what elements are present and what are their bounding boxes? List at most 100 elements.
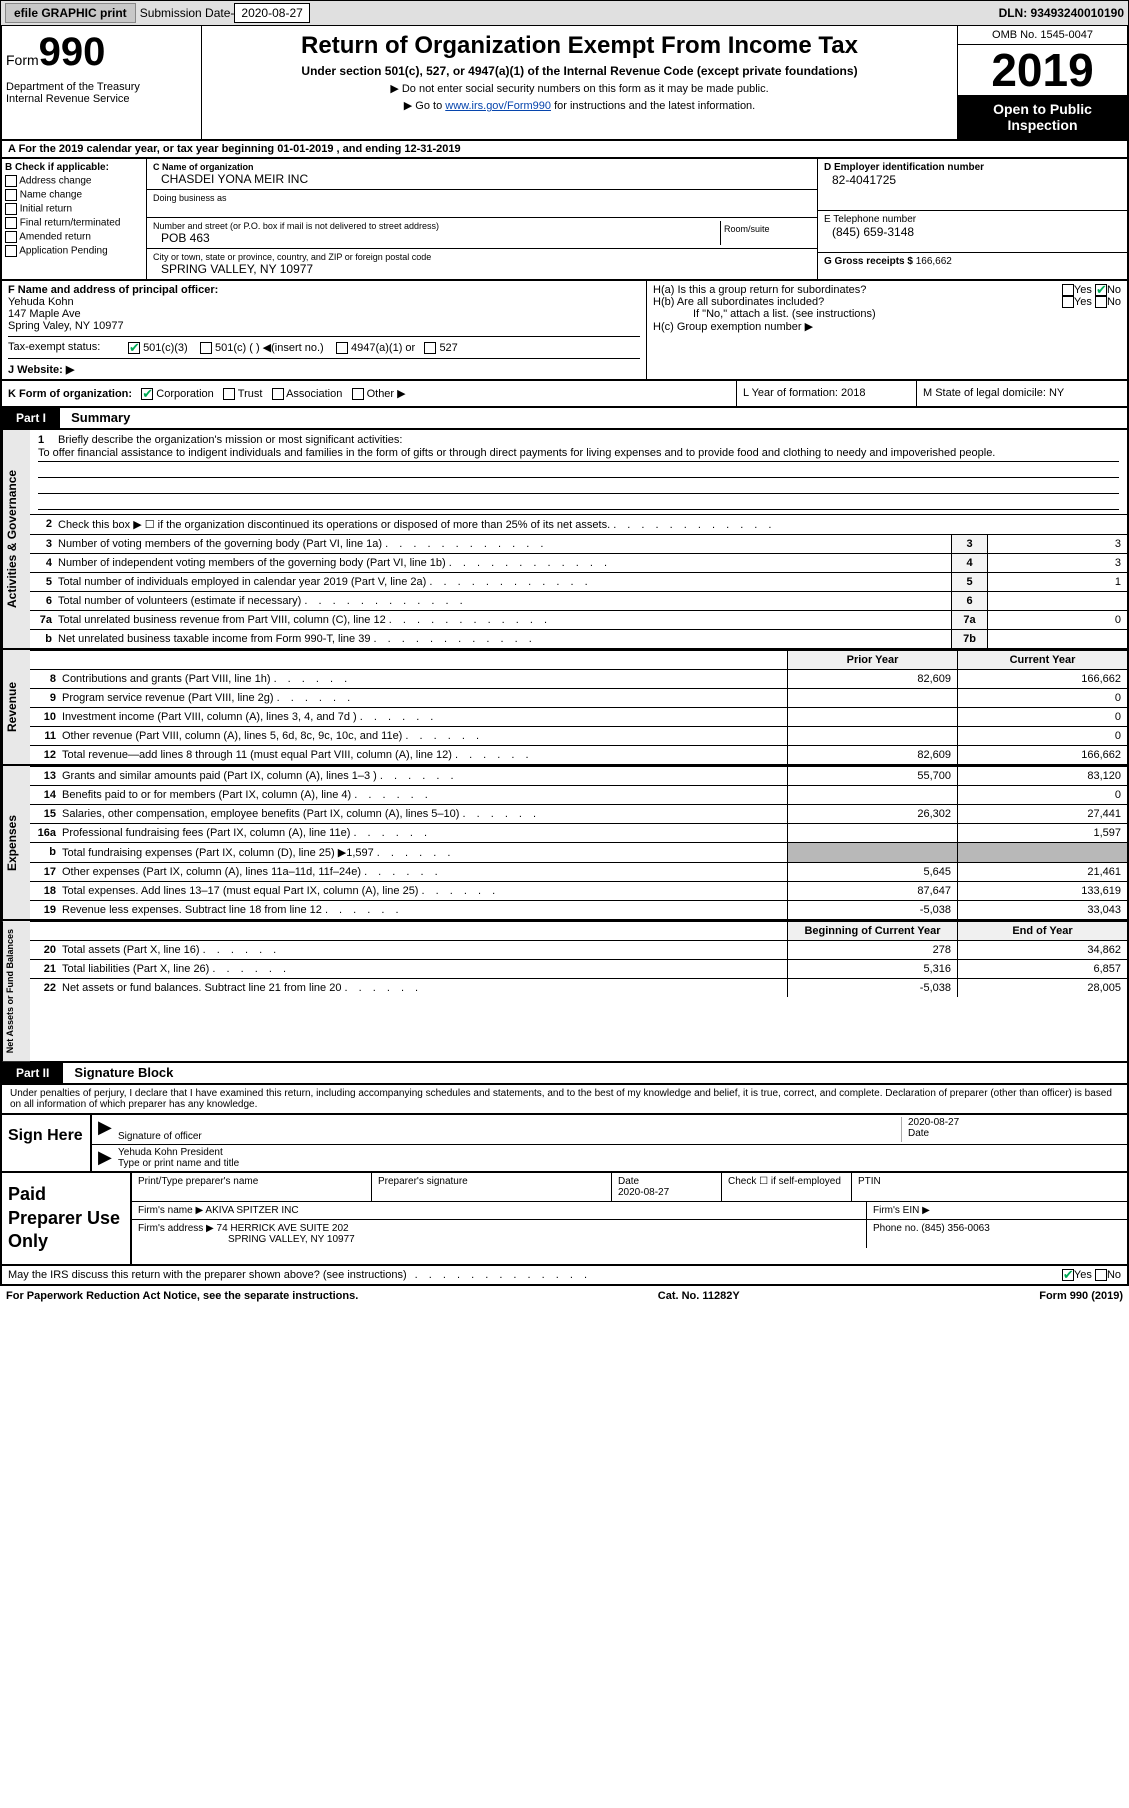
discuss-yes[interactable]: [1062, 1269, 1074, 1281]
firm-addr1: 74 HERRICK AVE SUITE 202: [217, 1223, 349, 1234]
data-row: 21Total liabilities (Part X, line 26) . …: [30, 959, 1127, 978]
cb-4947[interactable]: [336, 342, 348, 354]
org-name: CHASDEI YONA MEIR INC: [153, 172, 811, 186]
net-assets-section: Net Assets or Fund Balances Beginning of…: [0, 921, 1129, 1063]
info-grid: B Check if applicable: Address change Na…: [0, 159, 1129, 281]
ha-label: H(a) Is this a group return for subordin…: [653, 284, 1062, 296]
org-name-label: C Name of organization: [153, 162, 254, 172]
form-header: Form990 Department of the Treasury Inter…: [0, 26, 1129, 141]
data-row: 20Total assets (Part X, line 16) . . . .…: [30, 940, 1127, 959]
hb-note: If "No," attach a list. (see instruction…: [653, 308, 1121, 320]
colb-item: Amended return: [5, 231, 143, 243]
end-year-hdr: End of Year: [957, 922, 1127, 940]
gov-row: 6Total number of volunteers (estimate if…: [30, 591, 1127, 610]
form-title: Return of Organization Exempt From Incom…: [222, 32, 937, 60]
hc-label: H(c) Group exemption number ▶: [653, 320, 1121, 333]
cb-corp[interactable]: [141, 388, 153, 400]
omb-number: OMB No. 1545-0047: [958, 26, 1127, 45]
phone-label: Phone no.: [873, 1223, 919, 1234]
part1-title: Summary: [63, 410, 130, 425]
gov-row: 2Check this box ▶ ☐ if the organization …: [30, 514, 1127, 534]
hb-no[interactable]: [1095, 296, 1107, 308]
f-label: F Name and address of principal officer:: [8, 284, 218, 296]
data-row: 22Net assets or fund balances. Subtract …: [30, 978, 1127, 997]
firm-addr2: SPRING VALLEY, NY 10977: [138, 1234, 355, 1245]
hb-yes[interactable]: [1062, 296, 1074, 308]
officer-addr1: 147 Maple Ave: [8, 308, 81, 320]
cb-527[interactable]: [424, 342, 436, 354]
tax-status-label: Tax-exempt status:: [8, 341, 128, 354]
part1-header: Part I: [2, 408, 60, 428]
tab-revenue: Revenue: [2, 650, 30, 764]
colb-item: Initial return: [5, 203, 143, 215]
inspection-label: Open to Public Inspection: [958, 95, 1127, 139]
hb-label: H(b) Are all subordinates included?: [653, 296, 1062, 308]
mission-label: Briefly describe the organization's miss…: [58, 434, 402, 446]
ha-yes[interactable]: [1062, 284, 1074, 296]
data-row: 16aProfessional fundraising fees (Part I…: [30, 823, 1127, 842]
tab-governance: Activities & Governance: [2, 430, 30, 648]
gov-row: 5Total number of individuals employed in…: [30, 572, 1127, 591]
cb-trust[interactable]: [223, 388, 235, 400]
mission-text: To offer financial assistance to indigen…: [38, 446, 1119, 462]
phone-value: (845) 356-0063: [921, 1223, 989, 1234]
expenses-section: Expenses 13Grants and similar amounts pa…: [0, 766, 1129, 921]
ptin-label: PTIN: [858, 1176, 881, 1187]
gov-row: 4Number of independent voting members of…: [30, 553, 1127, 572]
l-formation: L Year of formation: 2018: [737, 381, 917, 406]
tel-label: E Telephone number: [824, 214, 916, 225]
data-row: 10Investment income (Part VIII, column (…: [30, 707, 1127, 726]
cb-other[interactable]: [352, 388, 364, 400]
penalty-text: Under penalties of perjury, I declare th…: [0, 1085, 1129, 1115]
data-row: 19Revenue less expenses. Subtract line 1…: [30, 900, 1127, 919]
governance-section: Activities & Governance 1Briefly describ…: [0, 430, 1129, 650]
officer-addr2: Spring Valey, NY 10977: [8, 320, 124, 332]
irs-link[interactable]: www.irs.gov/Form990: [445, 100, 551, 112]
submission-label: Submission Date: [140, 6, 231, 20]
discuss-row: May the IRS discuss this return with the…: [0, 1266, 1129, 1286]
sig-name: Yehuda Kohn President: [118, 1147, 223, 1158]
efile-button[interactable]: efile GRAPHIC print: [5, 3, 136, 23]
paperwork-label: For Paperwork Reduction Act Notice, see …: [6, 1290, 358, 1302]
cb-501c[interactable]: [200, 342, 212, 354]
form-subtitle: Under section 501(c), 527, or 4947(a)(1)…: [222, 64, 937, 78]
ha-no[interactable]: [1095, 284, 1107, 296]
prep-name-label: Print/Type preparer's name: [138, 1176, 258, 1187]
submission-date: 2020-08-27: [234, 3, 309, 23]
dba-label: Doing business as: [153, 193, 811, 203]
dept-label: Department of the Treasury Internal Reve…: [6, 81, 197, 105]
arrow-icon: ▶: [98, 1147, 118, 1169]
data-row: bTotal fundraising expenses (Part IX, co…: [30, 842, 1127, 862]
cb-assoc[interactable]: [272, 388, 284, 400]
prep-sig-label: Preparer's signature: [378, 1176, 468, 1187]
room-label: Room/suite: [724, 224, 808, 234]
note-ssn: ▶ Do not enter social security numbers o…: [222, 82, 937, 95]
officer-name: Yehuda Kohn: [8, 296, 74, 308]
note-goto-pre: ▶ Go to: [404, 100, 445, 112]
prep-label: Paid Preparer Use Only: [2, 1173, 132, 1263]
part2-title: Signature Block: [66, 1065, 173, 1080]
data-row: 12Total revenue—add lines 8 through 11 (…: [30, 745, 1127, 764]
part2-header: Part II: [2, 1063, 63, 1083]
row-k: K Form of organization: Corporation Trus…: [0, 381, 1129, 408]
revenue-section: Revenue Prior YearCurrent Year 8Contribu…: [0, 650, 1129, 766]
data-row: 14Benefits paid to or for members (Part …: [30, 785, 1127, 804]
firm-label: Firm's name ▶: [138, 1205, 203, 1216]
tel-value: (845) 659-3148: [824, 225, 1121, 239]
sig-officer-label: Signature of officer: [118, 1131, 202, 1142]
footer: For Paperwork Reduction Act Notice, see …: [0, 1286, 1129, 1306]
prep-date-label: Date: [618, 1176, 639, 1187]
col-b-title: B Check if applicable:: [5, 162, 109, 173]
form-ref: Form 990 (2019): [1039, 1290, 1123, 1302]
colb-item: Name change: [5, 189, 143, 201]
begin-year-hdr: Beginning of Current Year: [787, 922, 957, 940]
gov-row: 3Number of voting members of the governi…: [30, 534, 1127, 553]
cb-501c3[interactable]: [128, 342, 140, 354]
data-row: 11Other revenue (Part VIII, column (A), …: [30, 726, 1127, 745]
discuss-no[interactable]: [1095, 1269, 1107, 1281]
k-label: K Form of organization:: [8, 388, 132, 400]
colb-item: Application Pending: [5, 245, 143, 257]
line-a: A For the 2019 calendar year, or tax yea…: [0, 141, 1129, 159]
cat-no: Cat. No. 11282Y: [358, 1290, 1039, 1302]
dln-label: DLN: 93493240010190: [999, 6, 1124, 20]
